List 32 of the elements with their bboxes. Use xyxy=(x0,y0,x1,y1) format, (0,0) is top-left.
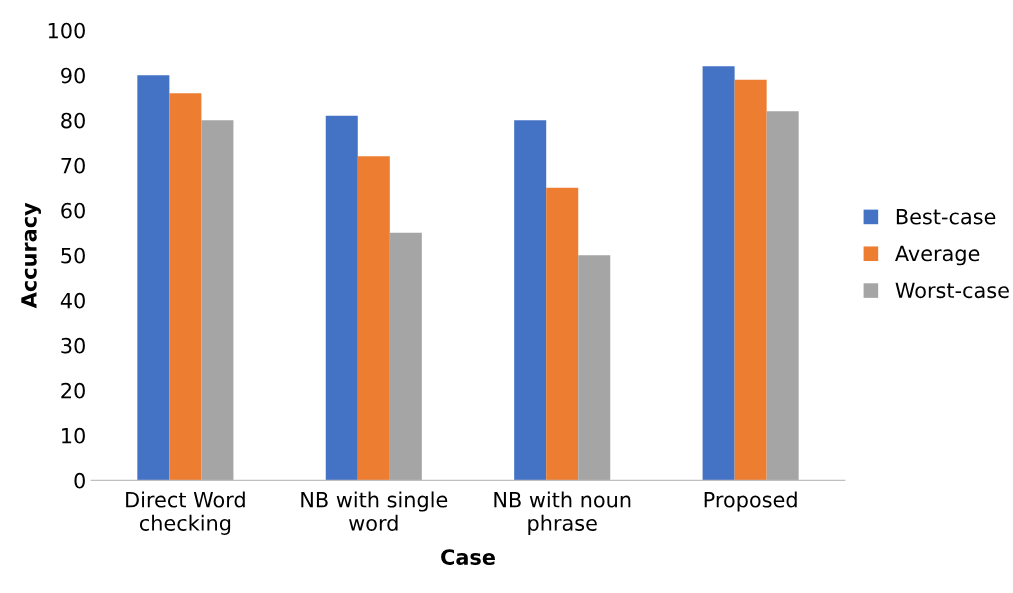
y-tick-label: 70 xyxy=(61,157,85,174)
bar xyxy=(325,115,358,481)
bar xyxy=(169,93,202,481)
y-tick-label: 50 xyxy=(61,247,85,264)
bar xyxy=(734,79,767,481)
bar xyxy=(766,111,799,481)
y-tick-label: 80 xyxy=(61,112,85,129)
x-tick-label: NB with noun phrase xyxy=(494,491,631,535)
y-tick-label: 20 xyxy=(61,382,85,399)
legend-label: Best-case xyxy=(896,209,996,225)
y-tick-label: 30 xyxy=(61,337,85,354)
y-axis-title: Accuracy xyxy=(21,202,41,309)
bar xyxy=(389,232,422,481)
bar xyxy=(578,255,611,481)
bar xyxy=(702,66,735,481)
x-tick-label: Proposed xyxy=(704,491,797,512)
y-tick-label: 60 xyxy=(61,202,85,219)
y-tick-label: 0 xyxy=(74,472,85,489)
x-axis-title: Case xyxy=(441,549,495,565)
y-tick-label: 100 xyxy=(48,22,85,39)
x-tick-label: Direct Word checking xyxy=(126,491,245,535)
bar xyxy=(201,120,234,481)
legend-label: Worst-case xyxy=(895,282,1009,299)
legend-label: Average xyxy=(895,245,980,266)
y-tick-label: 90 xyxy=(61,67,85,84)
x-tick-label: NB with single word xyxy=(301,491,448,531)
bar xyxy=(137,75,170,481)
bar xyxy=(514,120,547,481)
bar xyxy=(546,187,579,481)
bar xyxy=(357,156,390,481)
y-tick-label: 40 xyxy=(60,292,85,309)
y-tick-label: 10 xyxy=(62,427,85,444)
